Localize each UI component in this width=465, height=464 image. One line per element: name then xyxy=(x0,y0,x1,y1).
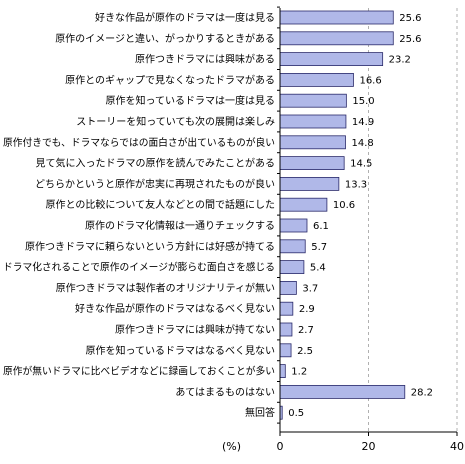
category-label-2: 原作のイメージと違い、がっかりするときがある xyxy=(55,32,275,45)
value-label-4: 16.6 xyxy=(359,75,381,86)
category-label-14: 原作つきドラマは製作者のオリジナリティが無い xyxy=(56,281,275,294)
value-label-9: 13.3 xyxy=(345,179,367,190)
category-label-5: 原作を知っているドラマは一度は見る xyxy=(106,94,276,107)
bar-1 xyxy=(279,10,394,25)
x-tick-label-40: 40 xyxy=(450,440,464,453)
bar-4 xyxy=(279,73,354,87)
bar-6 xyxy=(279,114,347,129)
bar-5 xyxy=(279,93,347,108)
value-label-19: 28.2 xyxy=(411,387,433,398)
category-label-12: 原作つきドラマに頼らないという方針には好感が持てる xyxy=(25,240,275,253)
bar-3 xyxy=(279,52,384,66)
category-label-7: 原作付きでも、ドラマならではの面白さが出ているものが良い xyxy=(3,136,275,149)
value-label-2: 25.6 xyxy=(399,34,421,45)
category-label-1: 好きな作品が原作のドラマは一度は見る xyxy=(95,11,275,24)
grid xyxy=(368,8,458,432)
bar-7 xyxy=(279,135,346,150)
value-labels: 25.6 25.6 23.2 16.6 15.0 14.9 14.8 14.5 13.3 10.6… xyxy=(288,13,433,419)
bar-14 xyxy=(279,280,297,295)
bar-12 xyxy=(279,239,306,254)
category-label-3: 原作つきドラマには興味がある xyxy=(135,53,275,66)
category-label-15: 好きな作品が原作のドラマはなるべく見ない xyxy=(75,302,275,315)
value-label-1: 25.6 xyxy=(399,13,421,24)
value-label-5: 15.0 xyxy=(352,96,374,107)
value-label-7: 14.8 xyxy=(351,138,373,149)
bar-2 xyxy=(279,31,394,46)
bar-17 xyxy=(279,343,292,358)
value-label-12: 5.7 xyxy=(311,242,327,253)
bar-16 xyxy=(279,322,293,337)
bar-9 xyxy=(279,176,340,191)
value-label-8: 14.5 xyxy=(350,159,372,170)
bars xyxy=(279,10,406,420)
value-label-10: 10.6 xyxy=(333,200,355,211)
category-label-8: 見て気に入ったドラマの原作を読んでみたことがある xyxy=(36,157,276,170)
bar-19 xyxy=(279,384,406,399)
value-label-15: 2.9 xyxy=(299,304,315,315)
value-label-13: 5.4 xyxy=(310,263,326,274)
category-label-9: どちらかというと原作が忠実に再現されたものが良い xyxy=(35,177,275,190)
category-label-19: あてはまるものはない xyxy=(175,386,275,398)
category-label-20: 無回答 xyxy=(245,406,275,419)
category-label-16: 原作つきドラマには興味が持てない xyxy=(115,323,275,336)
value-label-11: 6.1 xyxy=(313,221,329,232)
category-label-6: ストーリーを知っていても次の展開は楽しみ xyxy=(76,115,275,128)
value-label-20: 0.5 xyxy=(288,408,304,419)
category-label-10: 原作との比較について友人などとの間で話題にした xyxy=(46,198,276,211)
bar-10 xyxy=(279,197,328,212)
axes: 0 20 40 (%) xyxy=(222,6,464,453)
category-labels: 好きな作品が原作のドラマは一度は見る原作のイメージと違い、がっかりするときがある… xyxy=(3,11,275,419)
value-label-6: 14.9 xyxy=(352,117,374,128)
category-label-11: 原作のドラマ化情報は一通りチェックする xyxy=(85,219,275,232)
value-label-17: 2.5 xyxy=(297,346,313,357)
bar-15 xyxy=(279,301,294,316)
category-label-17: 原作を知っているドラマはなるべく見ない xyxy=(86,344,276,357)
category-label-13: ドラマ化されることで原作のイメージが膨らむ面白さを感じる xyxy=(3,261,275,274)
x-axis-unit-label: (%) xyxy=(222,440,241,453)
bar-13 xyxy=(279,260,305,275)
value-label-16: 2.7 xyxy=(298,325,314,336)
x-tick-label-0: 0 xyxy=(277,440,284,453)
bar-11 xyxy=(279,218,308,233)
x-tick-label-20: 20 xyxy=(362,440,376,453)
category-label-4: 原作とのギャップで見なくなったドラマがある xyxy=(65,73,275,86)
bar-18 xyxy=(279,364,286,379)
value-label-18: 1.2 xyxy=(291,367,307,378)
bar-8 xyxy=(279,156,345,171)
category-label-18: 原作が無いドラマに比べビデオなどに録画しておくことが多い xyxy=(3,365,275,378)
value-label-14: 3.7 xyxy=(302,283,318,294)
value-label-3: 23.2 xyxy=(389,55,411,66)
